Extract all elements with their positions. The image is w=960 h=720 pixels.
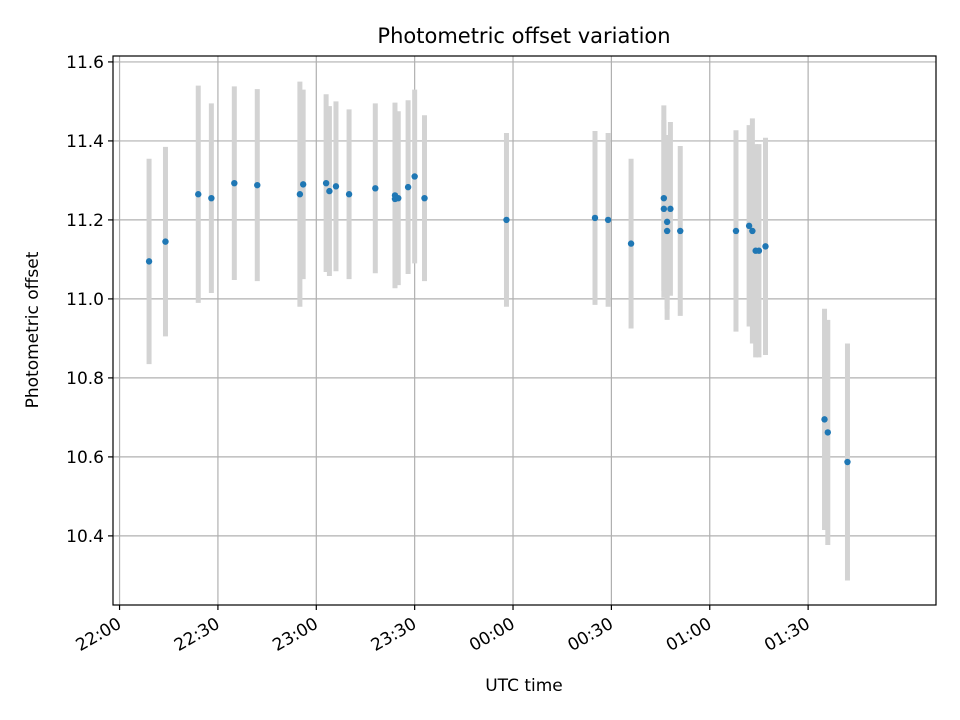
data-point: [503, 216, 510, 224]
data-point: [745, 222, 753, 230]
data-point: [254, 181, 261, 189]
error-bars: [146, 81, 850, 581]
y-tick-label: 11.2: [66, 211, 104, 231]
x-axis-ticks: 22:00 22:30 23:00 23:30 00:00 00:30 01:00 01:30: [73, 605, 814, 656]
y-tick-label: 11.0: [66, 290, 104, 310]
data-point: [824, 429, 831, 436]
y-tick-label: 10.8: [66, 369, 104, 389]
data-point: [372, 185, 379, 192]
data-point: [732, 227, 740, 235]
data-point: [821, 416, 828, 423]
data-point: [404, 183, 412, 191]
data-point: [660, 205, 668, 213]
x-tick-label: 00:30: [564, 614, 616, 656]
data-point: [411, 173, 418, 180]
data-point: [322, 179, 330, 187]
data-point: [749, 227, 756, 235]
x-tick-label: 23:30: [368, 614, 420, 656]
data-point: [145, 258, 153, 265]
data-point: [663, 218, 671, 226]
data-point: [667, 205, 674, 213]
y-tick-label: 11.6: [66, 53, 104, 73]
data-points: [145, 173, 851, 466]
data-point: [627, 240, 635, 247]
data-point: [231, 179, 238, 187]
data-point: [395, 194, 402, 202]
data-point: [762, 243, 769, 250]
data-point: [844, 458, 851, 466]
data-point: [345, 191, 353, 198]
x-tick-label: 01:00: [663, 614, 715, 656]
data-point: [326, 187, 333, 195]
data-point: [663, 227, 671, 235]
data-point: [299, 181, 307, 188]
x-tick-label: 23:00: [269, 614, 321, 656]
x-tick-label: 00:00: [466, 614, 518, 656]
data-point: [296, 191, 304, 198]
chart-title: Photometric offset variation: [377, 24, 670, 48]
x-tick-label: 22:30: [171, 614, 223, 656]
data-point: [677, 227, 684, 235]
data-point: [660, 194, 668, 202]
x-axis-label: UTC time: [485, 676, 563, 696]
data-point: [195, 191, 202, 198]
plot-frame: [112, 55, 937, 606]
data-point: [604, 216, 612, 224]
data-point: [332, 183, 340, 190]
grid: [113, 56, 936, 605]
y-tick-label: 10.6: [66, 448, 104, 468]
y-tick-label: 11.4: [66, 132, 104, 152]
data-point: [208, 194, 215, 202]
data-point: [421, 194, 428, 202]
y-axis-ticks: 10.4 10.6 10.8 11.0 11.2 11.4 11.6: [66, 53, 113, 547]
data-point: [591, 214, 599, 222]
y-tick-label: 10.4: [66, 527, 104, 547]
y-axis-label: Photometric offset: [23, 251, 43, 408]
data-point: [755, 247, 763, 254]
x-tick-label: 22:00: [73, 614, 125, 656]
data-point: [162, 238, 169, 245]
x-tick-label: 01:30: [761, 614, 813, 656]
